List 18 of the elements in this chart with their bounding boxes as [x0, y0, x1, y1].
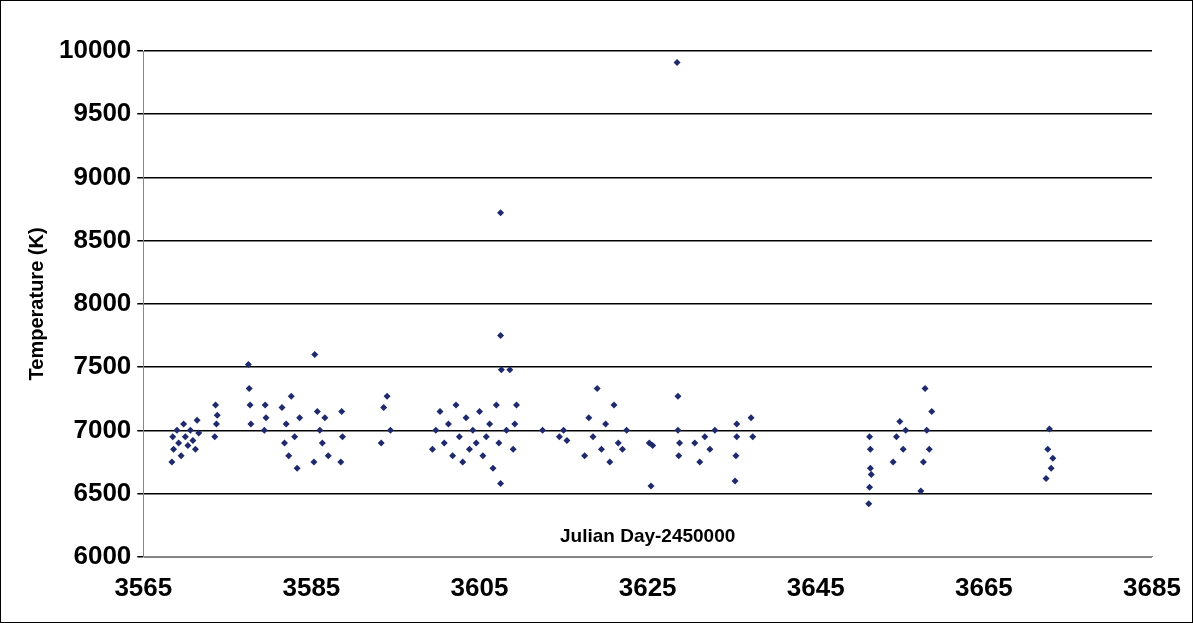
y-tick-label: 6500 — [73, 476, 132, 507]
x-tick-label: 3585 — [282, 571, 341, 602]
y-tick-label: 8000 — [73, 287, 132, 318]
y-tick-label: 9000 — [73, 160, 132, 191]
y-axis-title: Temperature (K) — [24, 227, 47, 381]
x-tick-label: 3665 — [954, 571, 1013, 602]
x-tick-label: 3605 — [450, 571, 509, 602]
y-tick-label: 7500 — [73, 350, 132, 381]
y-tick-label: 7000 — [73, 413, 132, 444]
y-tick-label: 10000 — [58, 34, 132, 65]
y-tick-label: 9500 — [73, 97, 132, 128]
x-tick-label: 3685 — [1123, 571, 1181, 602]
x-tick-label: 3645 — [786, 571, 845, 602]
annotation: Julian Day-2450000 — [559, 525, 736, 547]
y-tick-label: 8500 — [73, 223, 132, 254]
y-tick-label: 6000 — [73, 539, 132, 570]
x-tick-label: 3625 — [618, 571, 677, 602]
x-tick-label: 3565 — [114, 571, 173, 602]
